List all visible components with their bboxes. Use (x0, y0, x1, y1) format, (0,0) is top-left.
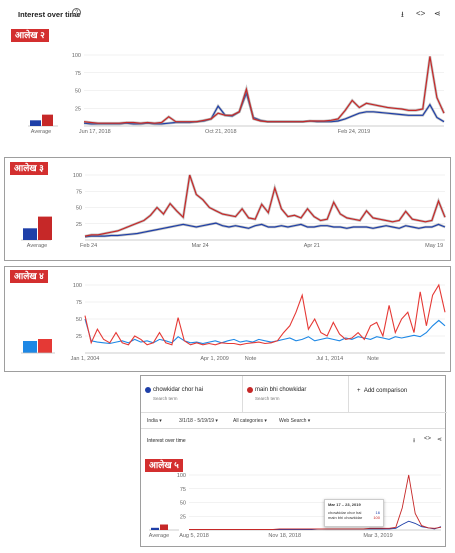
y-tick-label: 100 (177, 473, 186, 479)
panel1-badge: आलेख २ (11, 29, 49, 42)
embed-icon[interactable]: <> (416, 9, 426, 18)
avg-bar-1 (38, 216, 52, 240)
y-tick-label: 75 (75, 71, 81, 77)
x-tick-label: Note (245, 356, 257, 362)
x-tick-label: Mar 3, 2019 (363, 533, 392, 539)
average-label: Average (149, 533, 169, 539)
chart-4: 100 75 50 25 Aug 5, 2018 Nov 18, 2018 Mar 3, 2… (149, 473, 442, 539)
y-tick-label: 75 (180, 487, 186, 493)
average-label: Average (27, 243, 47, 249)
y-tick-label: 25 (180, 514, 186, 520)
share-icon[interactable]: ⋖ (434, 9, 441, 18)
divider (141, 428, 445, 429)
series-line-0 (189, 520, 442, 530)
y-tick-label: 100 (72, 53, 81, 59)
term-2[interactable]: main bhi chowkidar Search term (243, 376, 349, 413)
filter-date[interactable]: 3/1/18 - 5/19/19 ▾ (179, 418, 218, 424)
y-tick-label: 100 (73, 283, 82, 289)
filter-category[interactable]: All categories ▾ (233, 418, 267, 424)
x-tick-label: Jan 1, 2004 (71, 356, 100, 362)
avg-bar-0 (151, 527, 159, 530)
avg-bar-0 (30, 120, 41, 126)
series-line-1 (84, 283, 446, 346)
series-line-1 (83, 56, 445, 124)
x-tick-label: Feb 24 (80, 243, 97, 249)
add-comparison-button[interactable]: + Add comparison (349, 376, 447, 413)
tooltip-row2-value: 100 (373, 515, 380, 520)
series-line-1 (84, 174, 446, 237)
avg-bar-1 (42, 114, 53, 126)
y-tick-label: 25 (76, 222, 82, 228)
term2-name: main bhi chowkidar (255, 387, 307, 393)
series-line-0 (84, 222, 446, 238)
tooltip-row2-label: main bhi chowkidar (328, 515, 363, 520)
embed-icon-2[interactable]: <> (424, 436, 432, 442)
term1-name: chowkidar chor hai (153, 387, 204, 393)
tooltip-row-2: main bhi chowkidar 100 (328, 515, 380, 520)
tooltip-row1-value: 16 (375, 510, 380, 515)
chart-3: 100 75 50 25 Jan 1, 2004 Apr 1, 2009 Note Jul 1… (21, 283, 446, 362)
y-tick-label: 75 (76, 300, 82, 306)
help-icon[interactable]: ? (72, 8, 81, 17)
panel-interest-1: Interest over time ? ⭳ <> ⋖ आलेख २ 100 75… (4, 4, 451, 150)
panel4-title: Interest over time (147, 438, 186, 444)
download-icon-2[interactable]: ⭳ (413, 438, 416, 444)
y-tick-label: 75 (76, 189, 82, 195)
panel1-title: Interest over time (18, 10, 81, 19)
y-tick-label: 50 (76, 206, 82, 212)
tooltip-row-1: chowkidar chor hai 16 (328, 510, 380, 515)
tooltip: Mar 17 – 23, 2019 chowkidar chor hai 16 m… (324, 499, 384, 527)
y-tick-label: 50 (180, 501, 186, 507)
x-tick-label: Mar 24 (192, 243, 209, 249)
avg-bar-1 (160, 524, 168, 530)
x-tick-label: Nov 18, 2018 (268, 533, 301, 539)
panel3-badge: आलेख ४ (10, 270, 48, 283)
x-tick-label: Jul 1, 2014 (316, 356, 343, 362)
x-tick-label: Apr 1, 2009 (200, 356, 228, 362)
x-tick-label: Note (367, 356, 379, 362)
panel-interest-3: आलेख ४ 100 75 50 25 Jan 1, 2004 Apr 1, 2009 No… (4, 266, 451, 372)
average-label: Average (31, 129, 51, 135)
panel2-badge: आलेख ३ (10, 162, 48, 175)
series-line-1 (189, 474, 442, 530)
term2-dot (247, 387, 253, 393)
filter-search-type[interactable]: Web Search ▾ (279, 418, 311, 424)
x-tick-label: Feb 24, 2019 (338, 129, 370, 135)
term-1[interactable]: chowkidar chor hai Search term (141, 376, 243, 413)
y-tick-label: 50 (76, 317, 82, 323)
tooltip-row1-label: chowkidar chor hai (328, 510, 362, 515)
panel-compare: chowkidar chor hai Search term main bhi … (140, 375, 447, 547)
chart-1: 100 75 50 25 Jun 17, 2018 Oct 21, 2018 Feb 24,… (28, 53, 446, 135)
panel4-badge: आलेख ५ (145, 459, 183, 472)
avg-bar-0 (23, 228, 37, 240)
x-tick-label: Apr 21 (304, 243, 320, 249)
term1-dot (145, 387, 151, 393)
term2-sub: Search term (255, 396, 280, 401)
add-comparison-label: + Add comparison (357, 388, 408, 394)
y-tick-label: 100 (73, 173, 82, 179)
x-tick-label: Aug 5, 2018 (179, 533, 209, 539)
avg-bar-1 (38, 339, 52, 353)
download-icon[interactable]: ⭳ (401, 10, 404, 19)
x-tick-label: May 19 (425, 243, 443, 249)
tooltip-date: Mar 17 – 23, 2019 (328, 502, 361, 507)
series-line-0 (84, 318, 446, 345)
chart-2: 100 75 50 25 Feb 24 Mar 24 Apr 21 May 19 Average (21, 173, 447, 249)
panel-interest-2: आलेख ३ 100 75 50 25 Feb 24 Mar 24 Apr 21 May 19… (4, 157, 451, 261)
filter-region[interactable]: India ▾ (147, 418, 162, 424)
y-tick-label: 50 (75, 89, 81, 95)
term1-sub: Search term (153, 396, 178, 401)
avg-bar-0 (23, 341, 37, 353)
y-tick-label: 25 (76, 334, 82, 340)
x-tick-label: Oct 21, 2018 (205, 129, 237, 135)
x-tick-label: Jun 17, 2018 (79, 129, 111, 135)
share-icon-2[interactable]: ⋖ (437, 437, 443, 443)
y-tick-label: 25 (75, 106, 81, 112)
